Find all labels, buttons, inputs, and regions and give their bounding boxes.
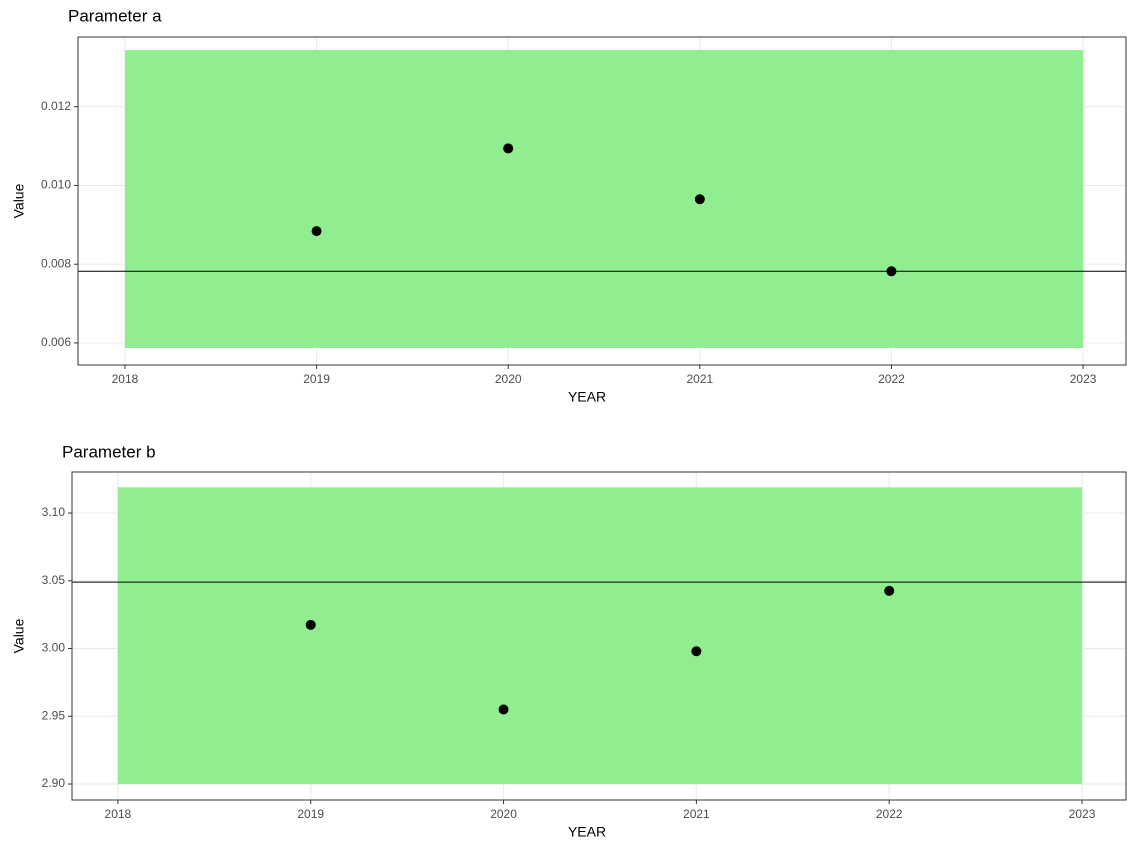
point: [886, 266, 897, 277]
chart-title: Parameter a: [68, 6, 162, 25]
band: [117, 487, 1083, 785]
x-tick-label: 2023: [1070, 372, 1097, 386]
x-tick-label: 2020: [490, 807, 517, 821]
point: [884, 585, 895, 596]
x-tick-label: 2021: [683, 807, 710, 821]
y-tick-label: 0.006: [41, 335, 71, 349]
x-tick-label: 2019: [297, 807, 324, 821]
y-tick-label: 3.05: [42, 573, 66, 587]
y-tick-label: 2.95: [42, 708, 66, 722]
y-tick-label: 0.012: [41, 99, 71, 113]
y-tick-label: 0.010: [41, 178, 71, 192]
point: [311, 226, 322, 237]
y-tick-label: 2.90: [42, 776, 66, 790]
point: [498, 704, 509, 715]
x-axis-title: YEAR: [568, 824, 606, 840]
x-tick-label: 2018: [105, 807, 132, 821]
x-tick-label: 2019: [303, 372, 330, 386]
point: [691, 646, 702, 657]
y-tick-label: 0.008: [41, 256, 71, 270]
x-tick-label: 2020: [495, 372, 522, 386]
y-tick-label: 3.10: [42, 505, 66, 519]
point: [694, 194, 705, 205]
point: [503, 143, 514, 154]
band: [124, 49, 1084, 349]
x-tick-label: 2022: [876, 807, 903, 821]
y-tick-label: 3.00: [42, 641, 66, 655]
point: [305, 619, 316, 630]
chart-title: Parameter b: [62, 442, 156, 461]
panel-border: [71, 471, 1127, 801]
x-tick-label: 2023: [1069, 807, 1096, 821]
y-axis-title: Value: [11, 618, 27, 653]
x-tick-label: 2018: [112, 372, 139, 386]
x-axis-title: YEAR: [568, 389, 606, 405]
panel-border: [77, 36, 1127, 366]
x-tick-label: 2022: [878, 372, 905, 386]
x-tick-label: 2021: [686, 372, 713, 386]
y-axis-title: Value: [11, 183, 27, 218]
